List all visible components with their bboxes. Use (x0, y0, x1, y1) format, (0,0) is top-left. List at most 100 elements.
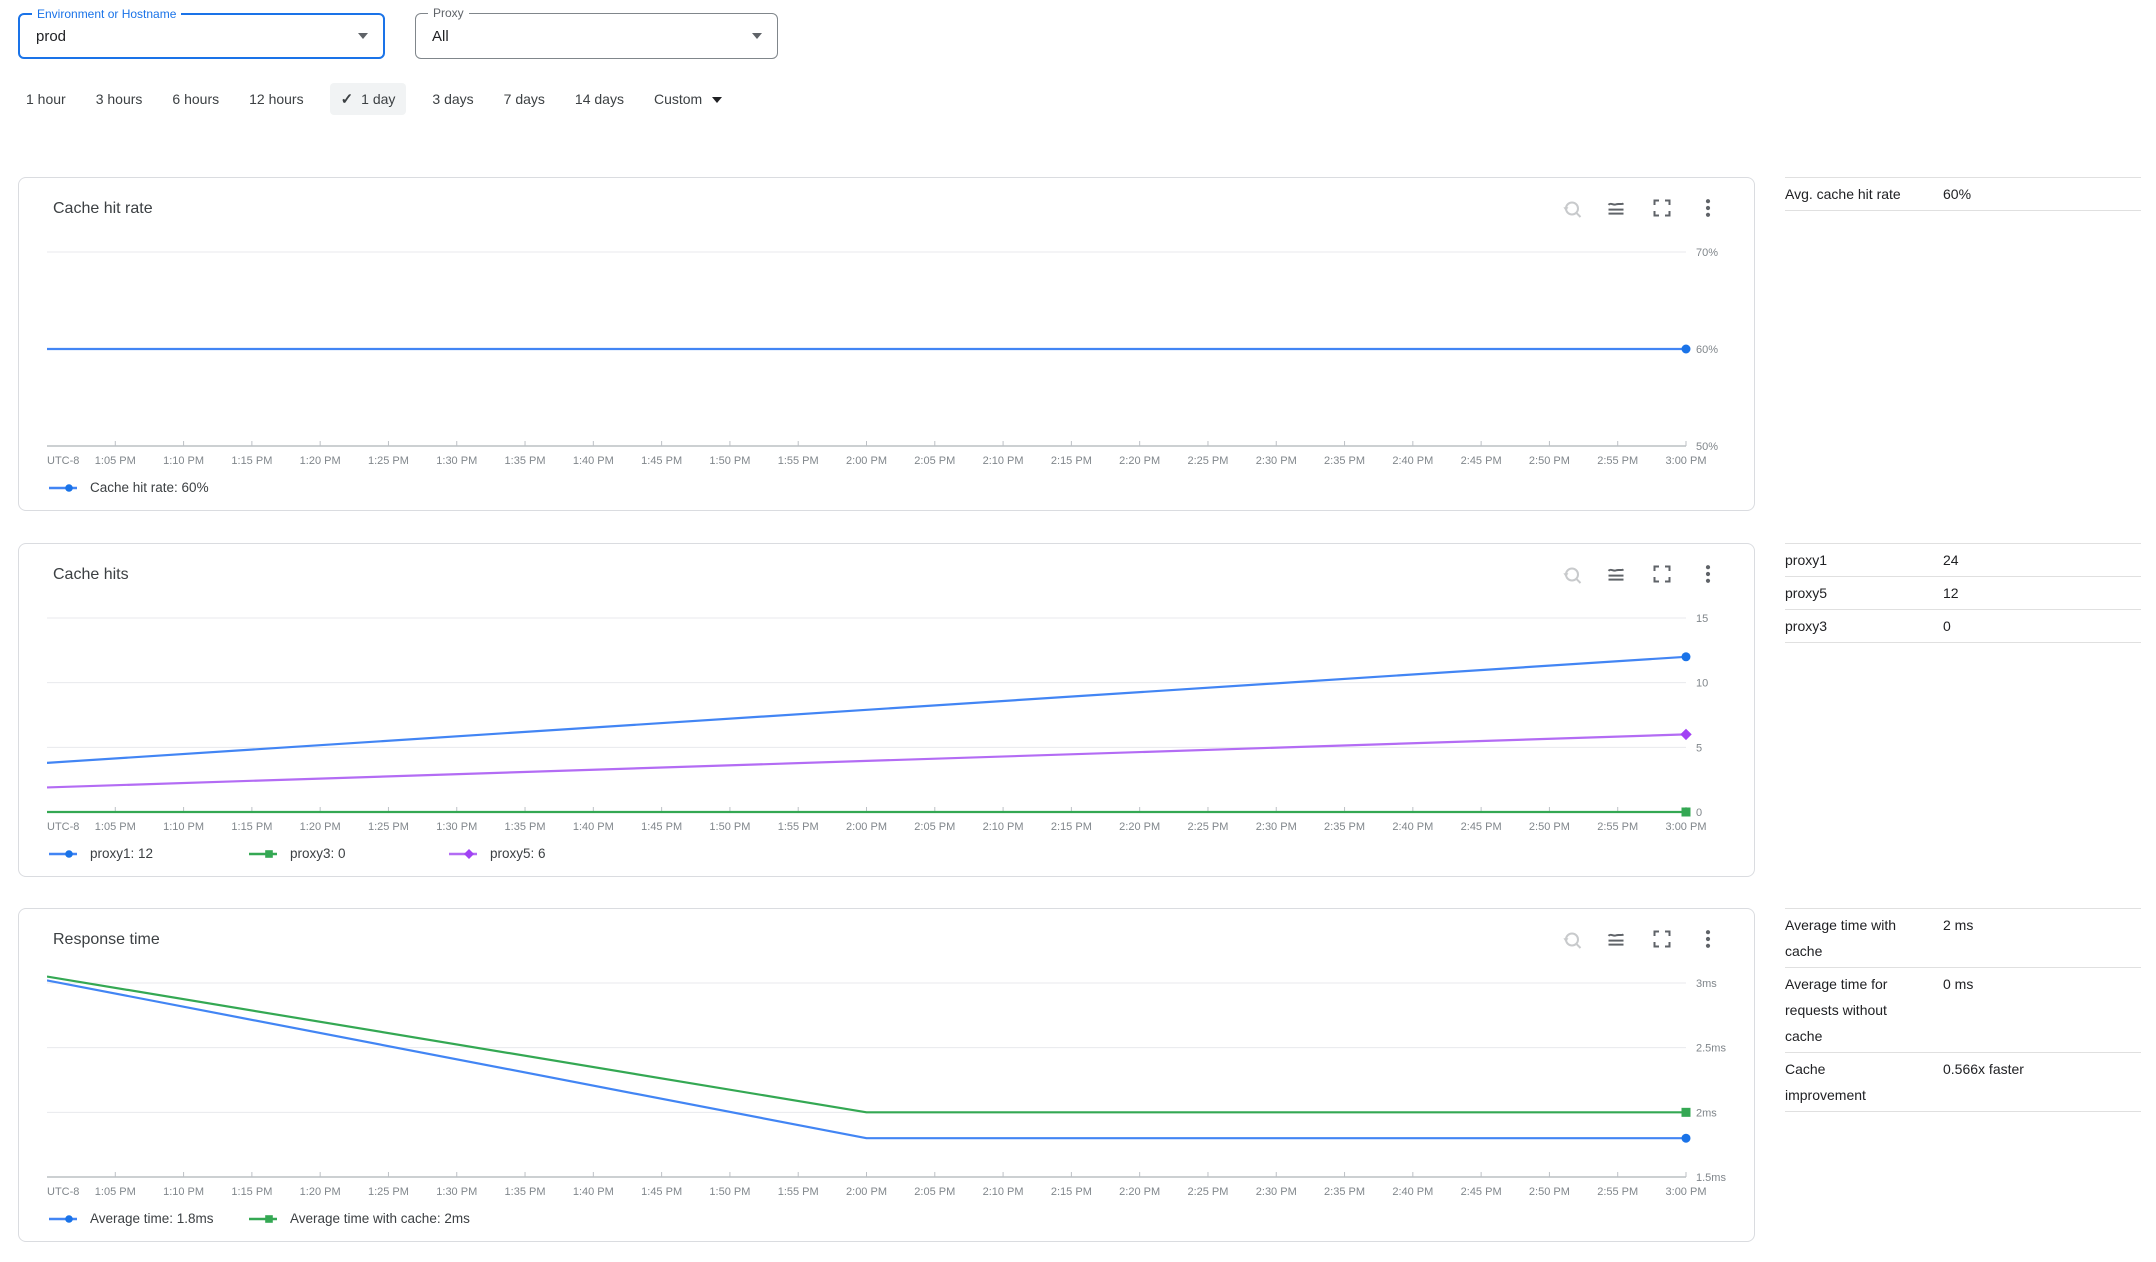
time-range-3-days[interactable]: 3 days (432, 91, 474, 107)
response-time-chart[interactable]: 3ms 2.5ms 2ms 1.5ms UTC-8 1:05 PM 1:10 PM 1:15 … (47, 967, 1747, 1207)
legend-label: proxy1: 12 (90, 846, 154, 861)
stat-row: Avg. cache hit rate 60% (1785, 178, 2141, 211)
svg-text:1:50 PM: 1:50 PM (709, 455, 750, 467)
check-icon: ✓ (340, 91, 354, 108)
svg-text:2:35 PM: 2:35 PM (1324, 455, 1365, 467)
svg-text:1:45 PM: 1:45 PM (641, 455, 682, 467)
zoom-reset-button[interactable] (1558, 196, 1582, 220)
legend-label: Cache hit rate: 60% (90, 480, 209, 495)
stat-label: proxy1 (1785, 552, 1828, 568)
response-time-card: Response time 3ms 2.5ms 2ms 1.5ms UTC-8 1:05 … (18, 908, 1755, 1242)
time-range-6-hours[interactable]: 6 hours (172, 91, 220, 107)
cache-hits-chart[interactable]: 15 10 5 0 UTC-8 1:05 PM 1:10 PM 1:15 PM 1:20 PM 1… (47, 602, 1747, 842)
environment-select-value: prod (36, 27, 67, 45)
stat-row: Cache improvement 0.566x faster (1785, 1053, 2141, 1112)
svg-text:2:40 PM: 2:40 PM (1392, 1186, 1433, 1198)
chart-legend: Cache hit rate: 60% (49, 480, 249, 495)
cache-hits-card: Cache hits 15 10 5 0 UTC-8 1:05 PM 1:10 PM 1:15… (18, 543, 1755, 877)
svg-text:2:35 PM: 2:35 PM (1324, 1186, 1365, 1198)
svg-text:2:50 PM: 2:50 PM (1529, 455, 1570, 467)
svg-text:15: 15 (1696, 613, 1708, 625)
time-range-1-hour[interactable]: 1 hour (26, 91, 66, 107)
svg-text:2:40 PM: 2:40 PM (1392, 821, 1433, 833)
stat-row: proxy3 0 (1785, 610, 2141, 643)
stat-label: proxy3 (1785, 618, 1828, 634)
more-options-button[interactable] (1696, 927, 1720, 951)
svg-text:1:30 PM: 1:30 PM (436, 455, 477, 467)
legend-item[interactable]: proxy1: 12 (49, 846, 249, 861)
svg-text:2:25 PM: 2:25 PM (1187, 1186, 1228, 1198)
stat-label: proxy5 (1785, 585, 1828, 601)
svg-text:2:20 PM: 2:20 PM (1119, 455, 1160, 467)
zoom-reset-icon (1563, 567, 1582, 584)
svg-text:3:00 PM: 3:00 PM (1666, 821, 1707, 833)
chart-toolbar (1558, 927, 1720, 951)
dropdown-arrow-icon (752, 33, 762, 39)
chart-style-button[interactable] (1604, 927, 1628, 951)
svg-text:1:50 PM: 1:50 PM (709, 821, 750, 833)
legend-item[interactable]: Cache hit rate: 60% (49, 480, 249, 495)
fullscreen-button[interactable] (1650, 196, 1674, 220)
svg-text:1:20 PM: 1:20 PM (300, 455, 341, 467)
time-range-12-hours[interactable]: 12 hours (249, 91, 304, 107)
chart-legend: proxy1: 12 proxy3: 0 proxy5: 6 (49, 846, 649, 861)
time-range-7-days[interactable]: 7 days (503, 91, 545, 107)
legend-label: Average time with cache: 2ms (290, 1211, 470, 1226)
svg-text:1:40 PM: 1:40 PM (573, 821, 614, 833)
svg-text:2:40 PM: 2:40 PM (1392, 455, 1433, 467)
chart-style-button[interactable] (1604, 562, 1628, 586)
svg-text:2:00 PM: 2:00 PM (846, 455, 887, 467)
zoom-reset-button[interactable] (1558, 927, 1582, 951)
stat-row: proxy5 12 (1785, 577, 2141, 610)
time-range-1-day[interactable]: ✓ 1 day (329, 83, 407, 115)
fullscreen-button[interactable] (1650, 927, 1674, 951)
svg-text:2:30 PM: 2:30 PM (1256, 1186, 1297, 1198)
svg-text:3:00 PM: 3:00 PM (1666, 455, 1707, 467)
chart-title: Cache hits (53, 566, 129, 583)
chart-style-button[interactable] (1604, 196, 1628, 220)
time-range-3-hours[interactable]: 3 hours (95, 91, 143, 107)
environment-select[interactable]: Environment or Hostname prod (18, 7, 385, 59)
cache-hit-rate-stats: Avg. cache hit rate 60% (1785, 177, 2141, 211)
stat-value: 0 ms (1943, 976, 1974, 992)
svg-text:2:30 PM: 2:30 PM (1256, 821, 1297, 833)
more-options-button[interactable] (1696, 196, 1720, 220)
svg-text:1:10 PM: 1:10 PM (163, 1186, 204, 1198)
legend-item[interactable]: Average time: 1.8ms (49, 1211, 249, 1226)
chart-style-icon (1607, 568, 1625, 581)
time-range-14-days[interactable]: 14 days (574, 91, 624, 107)
svg-text:3ms: 3ms (1696, 978, 1717, 990)
more-options-icon (1705, 565, 1711, 583)
cache-hit-rate-chart[interactable]: 70% 60% 50% UTC-8 1:05 PM 1:10 PM 1:15 PM 1:20 … (47, 236, 1747, 476)
fullscreen-button[interactable] (1650, 562, 1674, 586)
svg-text:60%: 60% (1696, 344, 1718, 356)
legend-marker-icon (249, 1214, 277, 1223)
legend-item[interactable]: proxy3: 0 (249, 846, 449, 861)
svg-text:2.5ms: 2.5ms (1696, 1043, 1726, 1055)
legend-label: proxy5: 6 (490, 846, 546, 861)
legend-item[interactable]: proxy5: 6 (449, 846, 649, 861)
stat-row: Average time for requests without cache … (1785, 968, 2141, 1053)
legend-item[interactable]: Average time with cache: 2ms (249, 1211, 470, 1226)
svg-text:2:10 PM: 2:10 PM (983, 455, 1024, 467)
svg-text:0: 0 (1696, 807, 1702, 819)
stat-value: 60% (1943, 186, 1972, 202)
zoom-reset-button[interactable] (1558, 562, 1582, 586)
svg-text:1:20 PM: 1:20 PM (300, 1186, 341, 1198)
legend-label: Average time: 1.8ms (90, 1211, 214, 1226)
legend-marker-icon (449, 848, 477, 859)
stat-label: Cache improvement (1785, 1061, 1866, 1103)
svg-text:1:05 PM: 1:05 PM (95, 455, 136, 467)
environment-select-label: Environment or Hostname (32, 7, 182, 21)
more-options-button[interactable] (1696, 562, 1720, 586)
proxy-select[interactable]: Proxy All (415, 6, 778, 59)
svg-text:1:20 PM: 1:20 PM (300, 821, 341, 833)
time-range-custom[interactable]: Custom (654, 91, 723, 107)
stat-label: Average time with cache (1785, 917, 1897, 959)
svg-text:1:25 PM: 1:25 PM (368, 821, 409, 833)
legend-marker-icon (49, 1214, 77, 1223)
stat-value: 2 ms (1943, 917, 1974, 933)
svg-text:2:45 PM: 2:45 PM (1461, 821, 1502, 833)
stat-row: Average time with cache 2 ms (1785, 909, 2141, 968)
legend-marker-icon (49, 483, 77, 492)
